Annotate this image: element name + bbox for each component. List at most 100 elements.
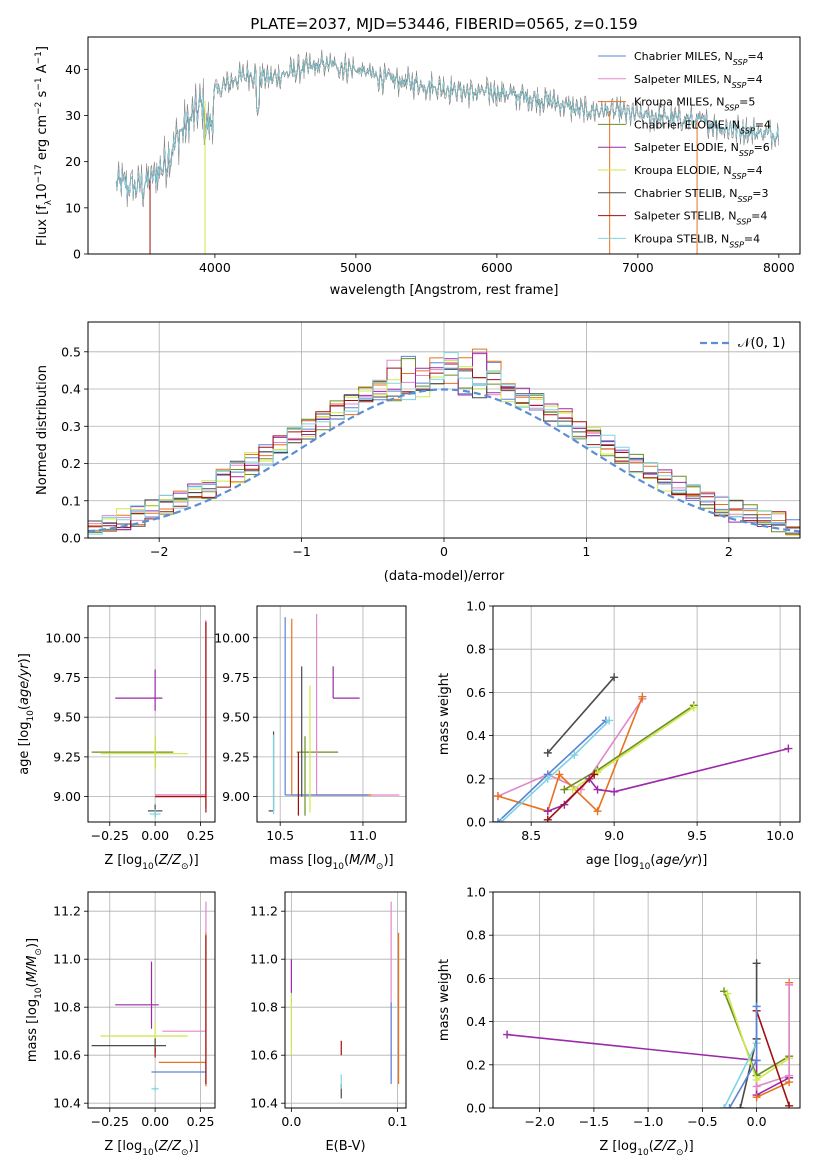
plot-area-age-vs-mass [268, 613, 400, 816]
figure-title: PLATE=2037, MJD=53446, FIBERID=0565, z=0… [250, 15, 637, 33]
label-part: ( [25, 982, 40, 987]
label-part: Flux [f [35, 205, 50, 246]
weight-line [547, 773, 595, 821]
label-part: ( [154, 1139, 159, 1154]
age-vs-mass-xlabel: mass [log10(M/M⊙)] [269, 853, 393, 872]
y-tick-label: 0.0 [466, 815, 486, 830]
legend-subscript: SSP [739, 149, 754, 158]
legend-entry: Kroupa MILES, NSSP=5 [634, 96, 755, 113]
label-part: Z [log [599, 1139, 637, 1154]
y-tick-label: 9.50 [222, 710, 250, 725]
errorbar-cross [296, 736, 339, 816]
axes-frame [256, 605, 407, 823]
weight-marker [543, 748, 552, 757]
weight-marker [497, 818, 506, 822]
weight-marker [610, 787, 619, 796]
y-tick-label: 11.0 [250, 952, 278, 967]
y-tick-label: 11.2 [250, 904, 278, 919]
plot-area-age-vs-Z [91, 620, 207, 819]
label-part: M/M [25, 956, 40, 983]
y-tick-label: 0.6 [466, 971, 486, 986]
label-part: mass [log [25, 999, 40, 1062]
legend-text: =4 [755, 118, 771, 131]
weight-marker [560, 785, 569, 794]
label-part: A [35, 64, 50, 77]
label-part: ( [650, 853, 655, 868]
axes-frame [492, 605, 801, 823]
y-tick-label: 0.8 [466, 928, 486, 943]
mass-weight-vs-age-ylabel: mass weight [437, 673, 452, 755]
legend-entry: Chabrier MILES, NSSP=4 [634, 50, 764, 67]
plot-area-mass-vs-Z [91, 901, 207, 1092]
legend-text: =4 [751, 210, 767, 223]
legend-entry: 𝒩(0, 1) [738, 336, 785, 351]
label-part: ⊙ [181, 1148, 189, 1158]
axes-age-vs-mass: 10.5 11.0 9.00 9.25 9.50 9.75 10.00 mass [log10… [214, 605, 407, 872]
x-tick-label: 8.5 [521, 828, 541, 843]
weight-series-salpeter-stelib [543, 770, 599, 822]
label-part: age/yr [17, 662, 32, 705]
weight-series-kroupa-stelib [497, 716, 614, 822]
x-tick-label: 9.0 [604, 828, 624, 843]
x-tick-label: 10.5 [266, 828, 294, 843]
y-tick-label: 11.0 [53, 952, 81, 967]
y-tick-label: 20 [65, 154, 81, 169]
residual-legend: 𝒩(0, 1) [700, 336, 785, 351]
label-part: ( [344, 853, 349, 868]
legend-text: =6 [754, 141, 770, 154]
weight-marker [503, 1030, 512, 1039]
x-tick-label: 8000 [763, 260, 795, 275]
errorbar-cross [332, 666, 360, 699]
normal-curve [88, 388, 800, 533]
axes-age-vs-Z: −0.25 0.00 0.25 9.00 9.25 9.50 9.75 10.00 Z [log… [17, 605, 216, 872]
y-tick-label: 0.5 [61, 344, 81, 359]
x-tick-label: −1.5 [579, 1114, 609, 1129]
errorbar-cross [115, 961, 159, 1029]
errorbar-cross [151, 1086, 159, 1092]
y-tick-label: 9.00 [53, 789, 81, 804]
legend-text: Salpeter STELIB, N [634, 210, 736, 223]
y-tick-label: 0.4 [61, 382, 81, 397]
y-tick-label: 0.6 [466, 685, 486, 700]
plot-area-mass-vs-EBV [290, 901, 400, 1099]
errorbar-cross [115, 669, 163, 711]
label-part: )] [697, 853, 707, 868]
x-tick-label: 0.00 [141, 1114, 169, 1129]
label-part: 10 [142, 862, 154, 872]
x-tick-label: 0.0 [747, 1114, 767, 1129]
weight-marker [593, 785, 602, 794]
label-part: M/M [349, 853, 376, 868]
y-tick-label: 10.00 [214, 630, 250, 645]
weight-marker [570, 751, 579, 760]
label-part: )] [189, 1139, 199, 1154]
axes-frame [87, 891, 216, 1109]
plot-area-mass-weight-vs-Z [503, 959, 794, 1108]
spectrum-line-kroupa-stelib [115, 55, 779, 200]
x-tick-label: −0.5 [687, 1114, 717, 1129]
y-tick-label: 10.6 [53, 1048, 81, 1063]
weight-marker [785, 1101, 794, 1108]
plot-area-spectrum [115, 49, 779, 254]
legend-subscript: SSP [732, 172, 747, 181]
legend-subscript: SSP [733, 58, 748, 67]
y-tick-label: 0.2 [466, 771, 486, 786]
x-tick-label: 0.25 [187, 828, 215, 843]
y-tick-label: 0 [73, 247, 81, 262]
legend-text: =4 [744, 232, 760, 245]
x-tick-label: 9.5 [687, 828, 707, 843]
y-tick-label: 9.75 [222, 670, 250, 685]
legend-entry: Chabrier ELODIE, NSSP=4 [634, 118, 771, 135]
legend-text: Salpeter ELODIE, N [634, 141, 739, 154]
label-part: ] [35, 46, 50, 51]
age-vs-Z-ylabel: age [log10(age/yr)] [17, 653, 36, 775]
y-tick-label: 10.6 [250, 1048, 278, 1063]
label-part: Z [log [104, 1139, 142, 1154]
label-part: age [log [586, 853, 639, 868]
y-tick-label: 9.75 [53, 670, 81, 685]
x-tick-label: −2 [150, 544, 168, 559]
label-part: Z/Z [158, 1139, 182, 1154]
